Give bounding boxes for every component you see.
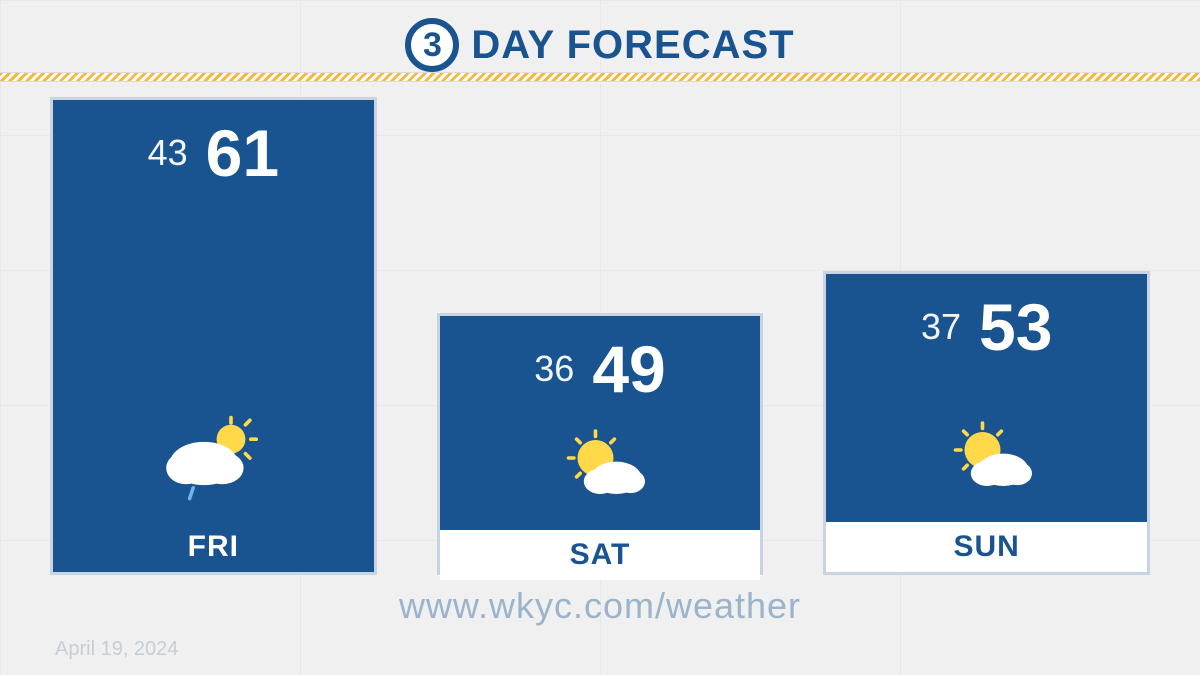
weather-icon-wrap — [460, 422, 741, 512]
weather-icon-wrap — [73, 414, 354, 504]
temp-low: 43 — [148, 120, 188, 174]
forecast-cards: 43 61 FR — [50, 97, 1150, 575]
temp-low: 37 — [921, 294, 961, 348]
sun-cloud-icon — [932, 414, 1042, 504]
footer-url: www.wkyc.com/weather — [0, 585, 1200, 627]
footer-date: April 19, 2024 — [55, 638, 178, 661]
header-stripe — [0, 72, 1200, 82]
sun-cloud-icon — [545, 422, 655, 512]
forecast-card-sun: 37 53 SUN — [823, 271, 1150, 575]
temp-high: 61 — [206, 120, 279, 186]
page-title: DAY FORECAST — [471, 23, 794, 68]
day-label: FRI — [53, 522, 374, 572]
station-logo-badge: 3 — [405, 18, 459, 72]
logo-number: 3 — [423, 26, 442, 65]
temp-low: 36 — [534, 336, 574, 390]
temp-high: 49 — [592, 336, 665, 402]
header: 3 DAY FORECAST — [0, 18, 1200, 72]
temp-high: 53 — [979, 294, 1052, 360]
day-label: SAT — [440, 530, 761, 580]
forecast-card-fri: 43 61 FR — [50, 97, 377, 575]
day-label: SUN — [826, 522, 1147, 572]
forecast-card-sat: 36 49 SAT — [437, 313, 764, 575]
cloud-sun-rain-icon — [158, 414, 268, 504]
weather-icon-wrap — [846, 414, 1127, 504]
